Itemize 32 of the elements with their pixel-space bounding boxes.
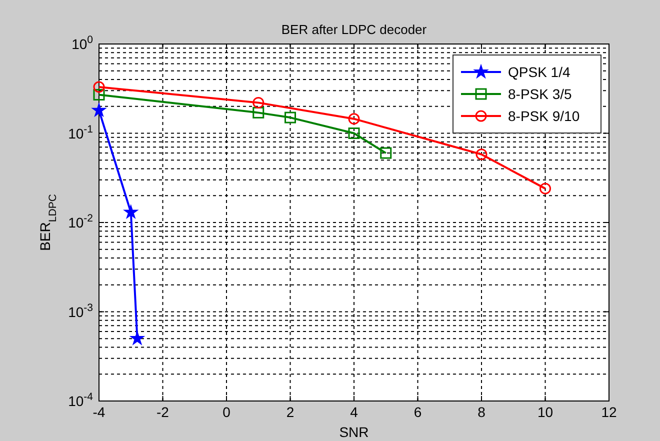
point — [380, 147, 392, 159]
legend-label: QPSK 1/4 — [508, 64, 570, 80]
legend-label: 8-PSK 9/10 — [508, 108, 580, 124]
y-tick-label: 10$^{-3}$ — [68, 302, 94, 320]
point — [93, 81, 105, 93]
x-axis-title: SNR — [339, 424, 369, 440]
y-tick-label: 10$^{-4}$ — [68, 391, 94, 409]
x-tick-label: -4 — [92, 404, 106, 420]
legend-label: 8-PSK 3/5 — [508, 86, 572, 102]
point — [93, 89, 105, 100]
point — [252, 106, 264, 118]
y-tick-label: 10$^{0}$ — [72, 34, 94, 52]
x-tick-label: 0 — [222, 404, 231, 420]
point — [348, 128, 360, 139]
point — [92, 103, 106, 116]
x-tick-label: 6 — [414, 404, 422, 420]
chart-title: BER after LDPC decoder — [281, 22, 428, 37]
y-tick-label: 10$^{-1}$ — [68, 123, 94, 142]
point — [540, 182, 551, 194]
x-tick-label: 2 — [286, 404, 294, 420]
point — [252, 96, 264, 108]
x-tick-label: -2 — [156, 404, 170, 420]
x-tick-label: 12 — [601, 404, 617, 420]
x-tick-label: 10 — [537, 404, 554, 420]
point — [284, 112, 296, 124]
x-tick-label: 4 — [350, 404, 358, 420]
point — [348, 113, 360, 125]
x-tick-label: 8 — [478, 404, 486, 420]
point — [476, 148, 488, 160]
y-tick-label: 10$^{-2}$ — [68, 212, 94, 230]
point — [124, 205, 138, 218]
point — [130, 331, 144, 345]
